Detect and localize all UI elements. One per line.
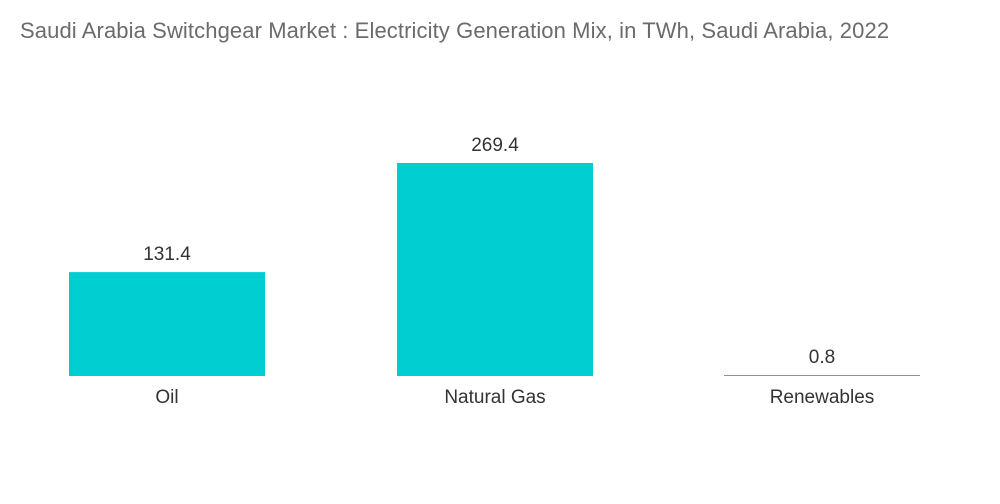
chart-title: Saudi Arabia Switchgear Market : Electri… [20, 18, 890, 43]
value-label-natural-gas: 269.4 [471, 135, 519, 156]
category-label-natural-gas: Natural Gas [444, 387, 545, 408]
value-label-renewables: 0.8 [809, 347, 835, 368]
bar-renewables [724, 375, 920, 376]
bar-oil [69, 272, 265, 376]
category-label-oil: Oil [155, 387, 178, 408]
value-label-oil: 131.4 [143, 244, 191, 265]
category-label-renewables: Renewables [770, 387, 875, 408]
bar-natural-gas [397, 163, 593, 376]
